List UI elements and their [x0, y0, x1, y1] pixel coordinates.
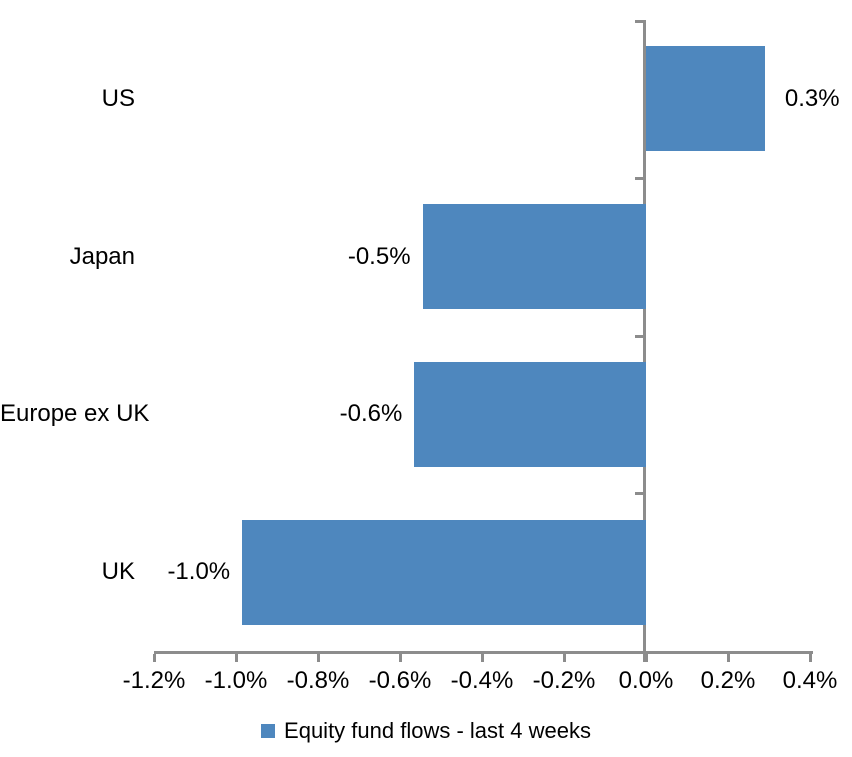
x-axis-tick-label: 0.0%	[618, 667, 674, 694]
x-axis-tick	[563, 654, 566, 662]
x-axis-tick-label: -0.4%	[450, 667, 514, 694]
x-axis-tick	[399, 654, 402, 662]
y-axis-tick	[635, 20, 643, 23]
x-axis-tick-label: -0.2%	[532, 667, 596, 694]
bar-europe-ex-uk	[414, 361, 646, 467]
x-axis-tick	[645, 654, 648, 662]
x-axis-tick-label: -1.0%	[204, 667, 268, 694]
x-axis-tick-label: -1.2%	[122, 667, 186, 694]
y-axis-line	[643, 20, 646, 662]
x-axis-tick-label: -0.8%	[286, 667, 350, 694]
y-axis-tick	[635, 176, 643, 180]
category-label-us: US	[101, 84, 135, 112]
bar-uk	[242, 519, 646, 625]
data-label-japan: -0.5%	[347, 242, 411, 270]
x-axis-tick	[153, 654, 156, 662]
legend-label: Equity fund flows - last 4 weeks	[284, 718, 591, 743]
x-axis-tick	[809, 654, 812, 662]
legend-square-icon	[261, 724, 276, 738]
x-axis-tick	[481, 654, 484, 662]
x-axis-tick	[727, 654, 730, 662]
data-label-europe-ex-uk: -0.6%	[339, 400, 403, 428]
x-axis-line	[154, 651, 813, 654]
data-label-us: 0.3%	[784, 84, 840, 112]
bar-us	[646, 46, 765, 152]
x-axis-tick-label: 0.2%	[700, 667, 756, 694]
data-label-uk: -1.0%	[167, 558, 231, 586]
y-axis-tick	[635, 492, 643, 496]
x-axis-tick-label: 0.4%	[782, 667, 838, 694]
category-label-japan: Japan	[69, 242, 135, 270]
chart-legend: Equity fund flows - last 4 weeks	[0, 714, 852, 748]
x-axis-tick	[317, 654, 320, 662]
category-label-uk: UK	[101, 558, 135, 586]
x-axis-tick	[235, 654, 238, 662]
x-axis-tick-label: -0.6%	[368, 667, 432, 694]
y-axis-tick	[635, 334, 643, 338]
bar-japan	[422, 204, 646, 310]
category-label-europe-ex-uk: Europe ex UK	[0, 400, 150, 428]
